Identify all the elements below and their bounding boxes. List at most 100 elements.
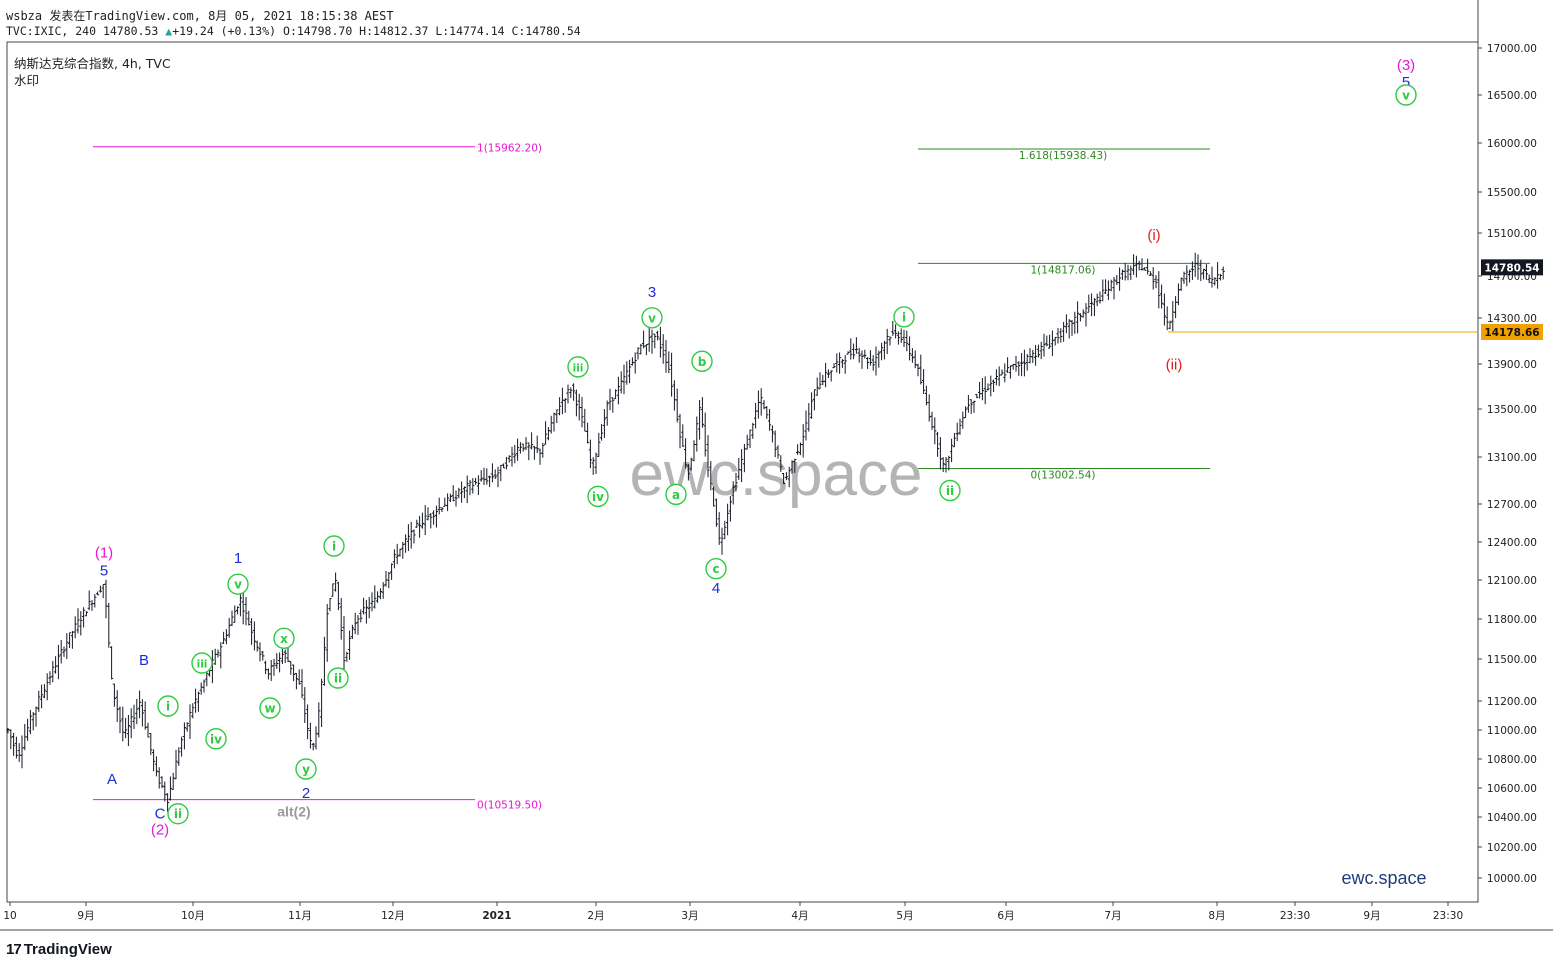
y-tick-label: 11000.00 (1487, 725, 1537, 737)
wave-label-circle (273, 627, 295, 650)
x-tick-label: 11月 (288, 910, 312, 922)
symbol-legend[interactable]: 纳斯达克综合指数, 4h, TVC 水印 (14, 55, 171, 89)
wave-label-circle (167, 803, 189, 825)
ohlc-values: O:14798.70 H:14812.37 L:14774.14 C:14780… (283, 24, 581, 38)
y-tick-label: 11500.00 (1487, 654, 1537, 666)
x-tick-label: 6月 (997, 910, 1014, 922)
wave-label: 3 (648, 284, 656, 301)
fib-left-top-label: 1(15962.20) (477, 143, 542, 155)
symbol-name: 纳斯达克综合指数, 4h, TVC (14, 56, 171, 71)
x-tick-label: 23:30 (1280, 910, 1310, 922)
wave-label-circle (939, 479, 961, 502)
wave-label-circle (323, 535, 345, 557)
wave-label: (ii) (1166, 357, 1183, 374)
wave-label: ii (946, 484, 954, 498)
fib-zero-label: 0(13002.54) (1031, 469, 1096, 481)
wave-label: ii (174, 807, 182, 821)
wave-label: y (302, 763, 310, 777)
wave-label-circle (567, 356, 589, 378)
x-tick-label: 9月 (77, 910, 94, 922)
y-tick-label: 12400.00 (1487, 537, 1537, 549)
wave-label: i (332, 540, 336, 554)
wave-label-circle (259, 697, 281, 719)
y-tick-label: 12700.00 (1487, 499, 1537, 511)
x-tick-label: 23:30 (1433, 910, 1463, 922)
wave-label: iii (197, 659, 208, 671)
wave-label-circle (665, 483, 687, 506)
last-price-badge-bg (1481, 259, 1543, 276)
wave-label-circle (893, 306, 915, 328)
wave-label: iii (573, 362, 584, 374)
wave-label: i (902, 310, 906, 324)
wave-label: 4 (712, 580, 720, 597)
fib-ext-label: 1.618(15938.43) (1019, 150, 1107, 162)
y-tick-label: 16500.00 (1487, 90, 1537, 102)
x-tick-label: 4月 (791, 910, 808, 922)
support-price-badge: 14178.66 (1484, 327, 1539, 339)
wave-label: w (264, 702, 275, 716)
last-price-badge: 14780.54 (1484, 262, 1539, 274)
y-tick-label: 15500.00 (1487, 187, 1537, 199)
x-tick-label: 2021 (482, 910, 511, 922)
fib-left-bottom-label: 0(10519.50) (477, 800, 542, 812)
watermark-label: 水印 (14, 73, 40, 88)
y-tick-label: 10800.00 (1487, 754, 1537, 766)
x-tick-label: 7月 (1104, 910, 1121, 922)
wave-label: b (698, 355, 707, 369)
wave-label: B (139, 652, 149, 669)
x-tick-label: 3月 (681, 910, 698, 922)
y-tick-label: 13500.00 (1487, 404, 1537, 416)
change-arrow-icon: ▲ (165, 24, 173, 38)
y-tick-label: 11800.00 (1487, 614, 1537, 626)
wave-label-circle (327, 667, 349, 689)
y-tick-label: 14300.00 (1487, 313, 1537, 325)
wave-label-circle (191, 652, 213, 674)
wave-label-circle (641, 307, 663, 329)
y-tick-label: 10600.00 (1487, 783, 1537, 795)
wave-label: x (280, 632, 288, 646)
tradingview-name: TradingView (23, 941, 112, 958)
wave-label: 5 (1402, 74, 1410, 91)
y-tick-label: 10200.00 (1487, 842, 1537, 854)
wave-label: 5 (100, 563, 108, 580)
wave-label-circle (227, 573, 249, 595)
wave-label-circle (157, 695, 179, 717)
wave-label-circle (295, 758, 317, 780)
wave-label: i (166, 700, 170, 714)
x-tick-label: 9月 (1363, 910, 1380, 922)
wave-label-circle (691, 350, 713, 372)
wave-label-circle (1395, 84, 1417, 106)
tradingview-logo-icon: 17 (6, 941, 22, 958)
y-tick-label: 15100.00 (1487, 228, 1537, 240)
y-tick-label: 13900.00 (1487, 359, 1537, 371)
fib-one-label: 1(14817.06) (1031, 264, 1096, 276)
y-tick-label: 16000.00 (1487, 138, 1537, 150)
wave-label: c (712, 562, 719, 576)
y-tick-label: 10000.00 (1487, 873, 1537, 885)
wave-label: iv (210, 732, 222, 746)
x-tick-label: 8月 (1208, 910, 1225, 922)
y-tick-label: 13100.00 (1487, 452, 1537, 464)
x-tick-label: 2月 (587, 910, 604, 922)
wave-label-circle (587, 485, 609, 508)
wave-label-circle (705, 557, 727, 580)
wave-label: v (648, 311, 656, 325)
x-tick-label: 10 (3, 910, 16, 922)
last-price: 14780.53 (102, 24, 159, 38)
x-tick-label: 5月 (896, 910, 913, 922)
wave-label: (2) (151, 822, 169, 839)
brand-text: ewc.space (1341, 868, 1426, 888)
wave-label: iv (592, 490, 604, 504)
y-tick-label: 12100.00 (1487, 575, 1537, 587)
wave-label: 2 (302, 785, 310, 802)
support-price-badge-bg (1481, 323, 1543, 340)
ticker: TVC:IXIC, 240 (6, 24, 97, 38)
tradingview-footer[interactable]: 17 TradingView (6, 941, 115, 958)
wave-label-circle (205, 728, 227, 750)
y-tick-label: 17000.00 (1487, 43, 1537, 55)
y-tick-label: 11200.00 (1487, 696, 1537, 708)
wave-label: alt(2) (277, 804, 310, 820)
wave-label: (i) (1147, 227, 1160, 244)
x-tick-label: 10月 (181, 910, 205, 922)
